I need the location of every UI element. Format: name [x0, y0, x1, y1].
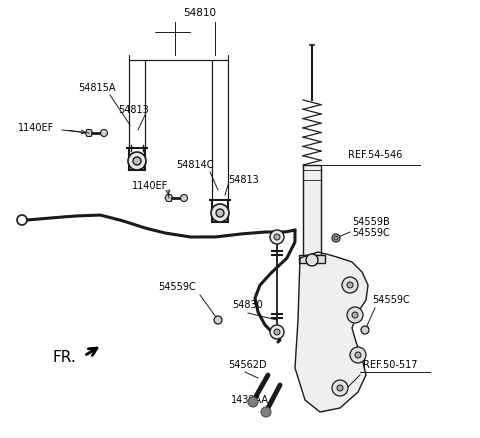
Text: FR.: FR.	[52, 350, 76, 365]
Circle shape	[355, 352, 361, 358]
Text: 1140EF: 1140EF	[132, 181, 168, 191]
Text: 54810: 54810	[183, 8, 216, 18]
Circle shape	[334, 236, 338, 240]
Circle shape	[17, 215, 27, 225]
Bar	[303, 165, 321, 255]
Text: 54559C: 54559C	[352, 228, 390, 238]
Polygon shape	[295, 252, 368, 412]
Bar	[299, 255, 325, 263]
Circle shape	[352, 312, 358, 318]
Circle shape	[270, 230, 284, 244]
Circle shape	[216, 209, 224, 217]
Text: 54813: 54813	[228, 175, 259, 185]
Circle shape	[274, 329, 280, 335]
Circle shape	[100, 130, 108, 137]
Circle shape	[270, 325, 284, 339]
Text: 54562D: 54562D	[228, 360, 266, 370]
Circle shape	[180, 194, 188, 201]
Circle shape	[274, 234, 280, 240]
Circle shape	[332, 380, 348, 396]
Circle shape	[211, 204, 229, 222]
Circle shape	[306, 254, 318, 266]
Circle shape	[350, 347, 366, 363]
Text: 1430AA: 1430AA	[231, 395, 269, 405]
Circle shape	[361, 326, 369, 334]
Text: 54814C: 54814C	[176, 160, 214, 170]
Text: REF.54-546: REF.54-546	[348, 150, 402, 160]
Text: 54559C: 54559C	[372, 295, 410, 305]
Circle shape	[248, 397, 258, 407]
Text: 54815A: 54815A	[78, 83, 116, 93]
Circle shape	[342, 277, 358, 293]
Circle shape	[133, 157, 141, 165]
Circle shape	[337, 385, 343, 391]
Circle shape	[347, 282, 353, 288]
Circle shape	[347, 307, 363, 323]
Text: 54559B: 54559B	[352, 217, 390, 227]
Circle shape	[128, 152, 146, 170]
Circle shape	[261, 407, 271, 417]
Text: 54559C: 54559C	[158, 282, 196, 292]
Circle shape	[332, 234, 340, 242]
Text: REF.50-517: REF.50-517	[363, 360, 418, 370]
Circle shape	[214, 316, 222, 324]
Text: 54830: 54830	[232, 300, 263, 310]
Text: 1140EF: 1140EF	[18, 123, 54, 133]
Text: 54813: 54813	[118, 105, 149, 115]
